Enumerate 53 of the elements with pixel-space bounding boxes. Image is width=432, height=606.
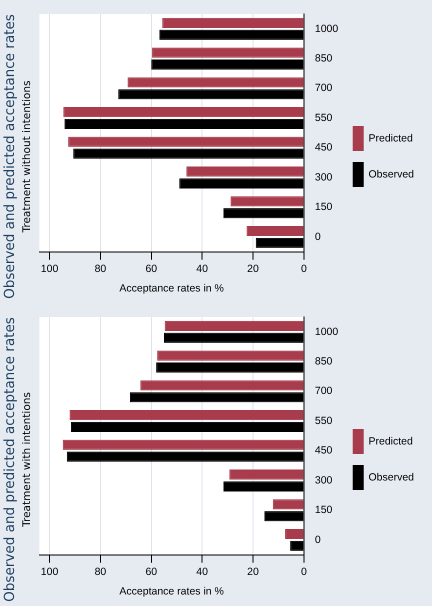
text: Observed and predicted acceptance rates	[2, 317, 18, 602]
x-axis-title: Acceptance rates in %	[119, 282, 224, 295]
y-tick-label: 700	[314, 385, 333, 398]
legend-label: Observed	[368, 168, 414, 180]
bar	[246, 226, 304, 236]
text: Treatment without intentions	[20, 80, 33, 234]
bar	[62, 440, 304, 450]
y-tick-label: 150	[314, 201, 333, 214]
y-tick-label: 150	[314, 504, 333, 516]
x-tick-label: 40	[196, 262, 208, 275]
y-tick-label: 300	[314, 171, 333, 184]
bar	[157, 350, 304, 361]
bar	[285, 528, 304, 540]
bar	[186, 166, 304, 177]
x-axis-title: Acceptance rates in %	[119, 586, 224, 598]
y-tick-label: 1000	[314, 326, 338, 338]
legend-label: Predicted	[368, 435, 413, 448]
x-tick-label: 40	[196, 566, 208, 578]
x-tick-label: 0	[300, 262, 307, 275]
x-tick-label: 20	[247, 262, 260, 275]
y-tick-label: 450	[314, 142, 333, 154]
bar	[140, 380, 304, 390]
y-tick-label: 550	[314, 112, 333, 124]
bar	[128, 77, 304, 88]
x-tick-label: 0	[300, 566, 307, 578]
bar	[272, 499, 304, 510]
y-tick-label: 700	[314, 82, 333, 94]
bar	[164, 320, 304, 331]
x-tick-label: 20	[247, 566, 260, 578]
y-tick-label: 1000	[314, 22, 338, 35]
bar	[229, 469, 304, 480]
legend-label: Observed	[368, 471, 414, 484]
y-tick-label: 0	[314, 230, 321, 243]
x-tick-label: 100	[40, 262, 58, 275]
bar	[68, 136, 304, 147]
bar	[152, 48, 304, 58]
x-tick-label: 60	[145, 262, 158, 275]
legend-label: Predicted	[368, 132, 413, 144]
text: Observed and predicted acceptance rates	[2, 14, 18, 299]
text: Treatment with intentions	[20, 392, 33, 528]
x-tick-label: 80	[94, 262, 106, 275]
y-tick-label: 550	[314, 414, 333, 427]
x-tick-label: 80	[94, 566, 106, 578]
bar	[230, 196, 304, 206]
y-tick-label: 850	[314, 355, 333, 368]
x-tick-label: 100	[40, 566, 58, 578]
y-tick-label: 0	[314, 534, 321, 546]
x-tick-label: 60	[145, 566, 158, 578]
y-tick-label: 850	[314, 52, 333, 64]
bar	[162, 18, 304, 28]
bar	[70, 410, 304, 420]
y-tick-label: 450	[314, 444, 333, 457]
y-tick-label: 300	[314, 474, 333, 486]
